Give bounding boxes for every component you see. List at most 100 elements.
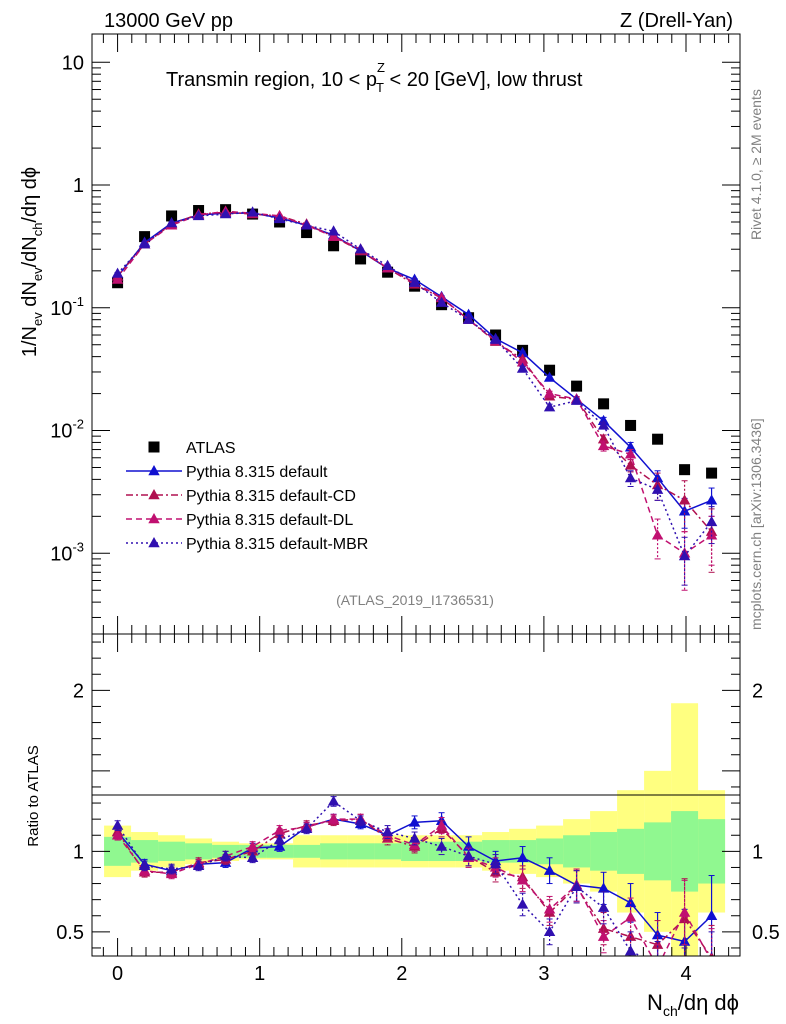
region-title: Transmin region, 10 < pZ T < 20 [GeV], lo… — [166, 60, 583, 95]
triangle-marker — [381, 826, 394, 837]
atlas-data-point — [328, 240, 340, 252]
triangle-marker — [543, 387, 556, 398]
triangle-marker — [273, 834, 286, 845]
triangle-marker — [597, 419, 610, 430]
x-tick-label: 1 — [254, 963, 265, 985]
y-tick-label-ratio: 0.5 — [56, 922, 84, 944]
triangle-marker — [597, 882, 610, 893]
green-band-bin — [158, 841, 186, 862]
triangle-marker — [516, 362, 529, 373]
atlas-data-point — [706, 467, 718, 479]
green-band-bin — [698, 819, 726, 884]
atlas-data-point — [544, 364, 556, 376]
atlas-data-point — [598, 398, 610, 410]
triangle-marker — [705, 529, 718, 540]
y-tick-label-exp: -2 — [72, 417, 84, 432]
triangle-marker — [327, 813, 340, 824]
region-title-prefix: Transmin region, 10 < p — [166, 69, 377, 91]
series-pythia-8-315-default-mbr — [111, 795, 715, 968]
legend-marker — [148, 465, 160, 476]
green-band-bin — [293, 844, 321, 858]
region-title-sub: T — [376, 80, 384, 95]
series-atlas — [112, 204, 718, 479]
series-line — [117, 211, 713, 533]
region-title-sup: Z — [377, 60, 385, 75]
energy-label: 13000 GeV pp — [104, 10, 233, 32]
rivet-label: Rivet 4.1.0, ≥ 2M events — [748, 89, 764, 240]
triangle-marker — [408, 838, 421, 850]
main-series — [111, 204, 718, 591]
y-tick-label-main: 10-3 — [50, 539, 84, 565]
triangle-marker — [354, 243, 367, 254]
triangle-marker — [273, 824, 286, 835]
green-band-bin — [347, 843, 375, 860]
legend-label: ATLAS — [186, 440, 236, 457]
atlas-data-point — [166, 210, 178, 222]
triangle-marker — [678, 494, 691, 505]
triangle-marker — [624, 945, 637, 956]
triangle-marker — [652, 958, 663, 968]
y-tick-label-ratio: 2 — [73, 680, 84, 702]
triangle-marker — [516, 851, 529, 862]
green-band-bin — [374, 843, 402, 860]
triangle-marker — [543, 401, 556, 412]
triangle-marker — [300, 219, 313, 230]
main-ylabel: 1/Nev dNev/dNch/dη dϕ — [19, 167, 45, 357]
green-band-bin — [563, 835, 591, 868]
triangle-marker — [705, 494, 718, 505]
green-band-bin — [590, 832, 618, 871]
triangle-marker — [246, 206, 259, 217]
y-tick-label-main: 1 — [73, 175, 84, 197]
triangle-marker — [651, 483, 664, 494]
triangle-marker — [624, 896, 637, 908]
atlas-data-point — [571, 380, 583, 392]
triangle-marker — [705, 515, 718, 527]
triangle-marker — [435, 296, 448, 307]
triangle-marker — [408, 816, 421, 827]
triangle-marker — [624, 911, 637, 922]
triangle-marker — [597, 439, 610, 451]
analysis-id: (ATLAS_2019_I1736531) — [336, 592, 494, 608]
triangle-marker — [246, 851, 259, 862]
triangle-marker — [543, 903, 556, 914]
atlas-data-point — [625, 419, 637, 431]
legend-marker-atlas — [148, 441, 160, 453]
legend-label: Pythia 8.315 default-CD — [186, 488, 356, 505]
triangle-marker — [327, 795, 340, 806]
triangle-marker — [624, 472, 637, 483]
triangle-marker — [489, 858, 502, 869]
atlas-data-point — [301, 227, 313, 239]
triangle-marker — [543, 925, 556, 937]
triangle-marker — [652, 961, 663, 971]
y-tick-label-exp: -1 — [72, 294, 84, 309]
y-tick-label-ratio-right: 2 — [752, 680, 763, 702]
legend-marker — [148, 537, 160, 548]
triangle-marker — [327, 225, 340, 236]
triangle-marker — [462, 313, 475, 324]
triangle-marker — [462, 850, 475, 861]
series-line — [116, 210, 712, 555]
green-band-bin — [185, 843, 213, 860]
x-tick-label: 3 — [538, 963, 549, 985]
atlas-data-point — [652, 433, 664, 445]
triangle-marker — [651, 938, 664, 949]
ratio-ylabel: Ratio to ATLAS — [25, 745, 42, 846]
triangle-marker — [570, 394, 583, 405]
triangle-marker — [300, 822, 313, 834]
triangle-marker — [273, 212, 286, 224]
triangle-marker — [435, 840, 448, 851]
y-tick-label-ratio: 1 — [73, 841, 84, 863]
triangle-marker — [489, 333, 502, 344]
triangle-marker — [138, 859, 151, 871]
y-tick-label-ratio-right: 0.5 — [752, 922, 780, 944]
x-tick-label: 0 — [112, 963, 123, 985]
triangle-marker — [408, 276, 421, 287]
y-tick-label-main: 10-1 — [50, 294, 84, 320]
triangle-marker — [624, 448, 637, 459]
series-line — [116, 800, 643, 956]
triangle-marker — [624, 441, 637, 452]
triangle-marker — [354, 814, 367, 825]
triangle-marker — [111, 829, 124, 840]
legend-marker — [148, 513, 160, 524]
y-tick-label-main: 10 — [62, 52, 84, 74]
